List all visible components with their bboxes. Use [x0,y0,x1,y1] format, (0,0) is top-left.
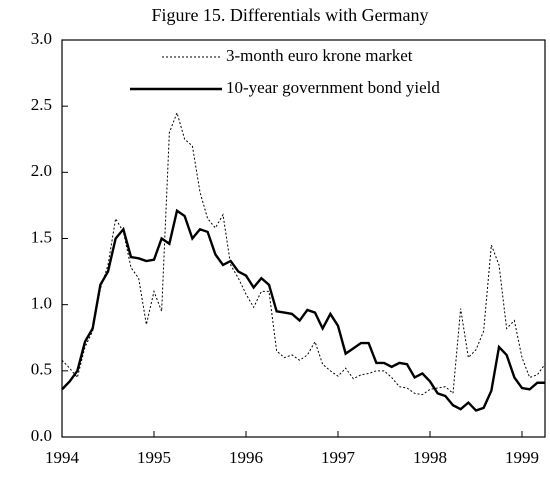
y-tick-label: 2.0 [31,161,52,180]
x-tick-label: 1999 [505,448,539,467]
y-tick-label: 0.0 [31,426,52,445]
y-tick-label: 1.0 [31,294,52,313]
line-series [61,111,546,396]
x-tick-label: 1996 [229,448,263,467]
legend-label: 3-month euro krone market [226,46,413,65]
x-tick-label: 1995 [137,448,171,467]
chart-title: Figure 15. Differentials with Germany [151,5,428,25]
x-tick-label: 1998 [413,448,447,467]
y-tick-label: 3.0 [31,29,52,48]
y-tick-label: 1.5 [31,227,52,246]
y-tick-label: 0.5 [31,360,52,379]
x-tick-label: 1994 [45,448,80,467]
line-series [61,208,545,412]
y-tick-label: 2.5 [31,95,52,114]
plot-frame [61,39,546,438]
x-tick-label: 1997 [321,448,356,467]
legend-label: 10-year government bond yield [226,78,440,97]
